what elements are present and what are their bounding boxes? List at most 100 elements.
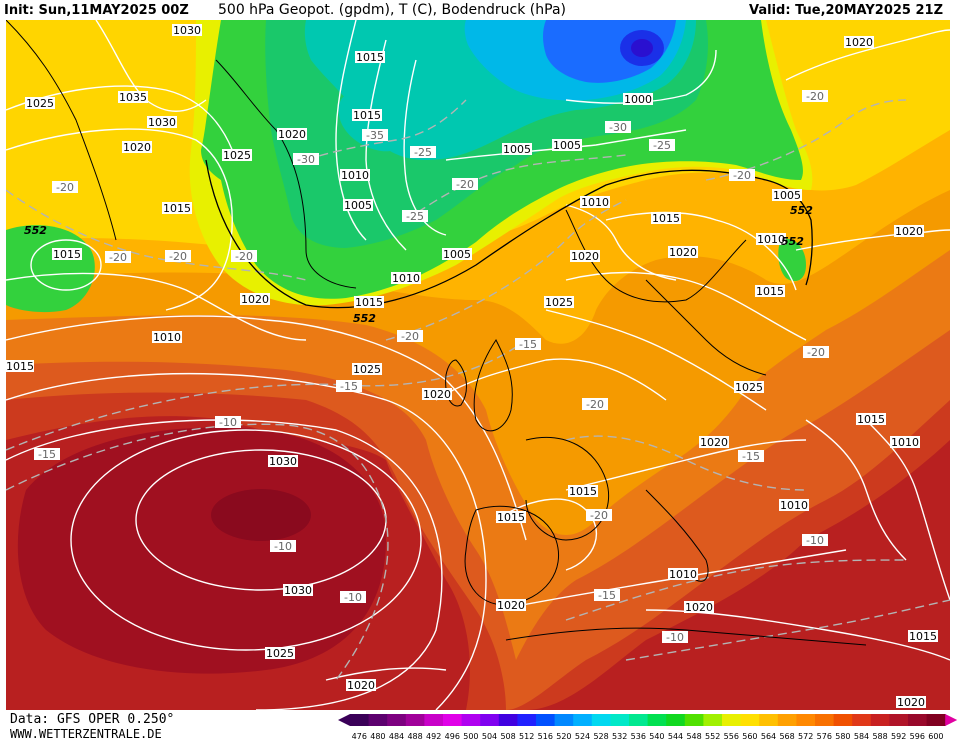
isotherm-label: -15 [336,380,362,393]
isobar-label: 1020 [570,250,600,263]
colorbar-tick-label: 536 [631,732,646,741]
colorbar-tick-label: 572 [798,732,813,741]
isobar-label: 1020 [422,388,452,401]
svg-text:-20: -20 [109,251,127,264]
svg-text:1000: 1000 [624,93,652,106]
isobar-label: 1000 [623,93,653,106]
isobar-label: 1020 [684,601,714,614]
isobar-label: 1010 [580,196,610,209]
colorbar-cell [461,714,481,726]
colorbar-cell [833,714,853,726]
svg-text:-15: -15 [598,589,616,602]
svg-text:1020: 1020 [241,293,269,306]
svg-text:1015: 1015 [6,360,34,373]
isobar-label: 1010 [668,568,698,581]
isotherm-label: -20 [52,181,78,194]
high-center [211,489,311,541]
isobar-label: 1005 [502,143,532,156]
svg-text:1015: 1015 [53,248,81,261]
colorbar-cell [350,714,370,726]
svg-text:1015: 1015 [163,202,191,215]
isobar-label: 1015 [856,413,886,426]
coast-baltic [645,279,767,376]
website-url[interactable]: WWW.WETTERZENTRALE.DE [10,727,162,741]
coastlines [6,20,867,646]
isotherm-label: -10 [340,591,366,604]
colorbar-cell [889,714,909,726]
colorbar-tick-label: 500 [463,732,478,741]
svg-text:1010: 1010 [891,436,919,449]
isobar-1015-south [495,549,847,611]
isotherm-minus30 [305,99,467,161]
coast-greenland [215,59,357,289]
colorbar-tick-label: 560 [742,732,757,741]
svg-text:-20: -20 [806,90,824,103]
isotherm-label: -10 [270,540,296,553]
svg-text:-20: -20 [235,250,253,263]
isobar-label: 1005 [772,189,802,202]
colorbar-tick-label: 556 [724,732,739,741]
isotherm-minus20b [385,199,627,341]
isobar-1025-iberia [495,498,597,571]
svg-text:-35: -35 [366,129,384,142]
isobars [6,20,950,710]
isobar-label: 1015 [651,212,681,225]
svg-text:1010: 1010 [581,196,609,209]
svg-text:-20: -20 [586,398,604,411]
svg-text:1020: 1020 [700,436,728,449]
svg-text:1020: 1020 [423,388,451,401]
svg-text:-25: -25 [406,210,424,223]
isobar-label: 1005 [442,248,472,261]
isotherm-label: -20 [452,178,478,191]
colorbar-tick-label: 476 [352,732,367,741]
isotherm-minus25 [405,154,627,221]
svg-text:1005: 1005 [553,139,581,152]
svg-text:1010: 1010 [669,568,697,581]
svg-text:-10: -10 [219,416,237,429]
data-source: Data: GFS OPER 0.250° [10,712,175,727]
svg-text:1010: 1010 [757,233,785,246]
isobar-label: 1015 [496,511,526,524]
svg-text:1030: 1030 [148,116,176,129]
colorbar-tick-label: 548 [686,732,701,741]
isotherm-minus15-se [565,559,907,621]
isotherm-label: -20 [803,346,829,359]
colorbar-tick-label: 588 [872,732,887,741]
colorbar-tick-label: 600 [928,732,943,741]
isobar-1030-outer [70,429,422,651]
svg-text:1025: 1025 [26,97,54,110]
map-header: Init: Sun,11MAY2025 00Z 500 hPa Geopot. … [0,0,959,20]
isobar-label: 1015 [52,248,82,261]
isotherm-label: -10 [802,534,828,547]
isobar-label: 1025 [544,296,574,309]
isobar-label: 1020 [894,225,924,238]
colorbar-tick-label: 592 [891,732,906,741]
colorbar-tick-label: 552 [705,732,720,741]
map-title: 500 hPa Geopot. (gpdm), T (C), Bodendruc… [218,2,566,18]
isobar-label: 1015 [6,360,34,373]
colorbar-cell [610,714,630,726]
svg-text:-20: -20 [807,346,825,359]
svg-text:-20: -20 [590,509,608,522]
colorbar-tick-label: 580 [835,732,850,741]
svg-text:1020: 1020 [845,36,873,49]
isobar-label: 1030 [268,455,298,468]
isobar-label: 1005 [343,199,373,212]
colorbar-tick-label: 520 [556,732,571,741]
contour-552-label: 552 [24,224,47,237]
contour-552 [205,159,813,309]
map-footer: Data: GFS OPER 0.250° WWW.WETTERZENTRALE… [0,710,959,741]
svg-text:1020: 1020 [347,679,375,692]
contour-552-label: 552 [353,312,376,325]
colorbar-cell [908,714,928,726]
weather-map: 1030 1025 1035 1030 1020 1015 1015 1025 … [6,20,950,710]
isobar-label: 1015 [354,296,384,309]
isobar-label: 1020 [699,436,729,449]
valid-time: Valid: Tue,20MAY2025 21Z [749,2,943,18]
svg-text:-25: -25 [653,139,671,152]
colorbar-cell [591,714,611,726]
isobar-1015-w [6,315,527,541]
colorbar-tick-label: 544 [668,732,683,741]
svg-text:-15: -15 [340,380,358,393]
colorbar-cell [405,714,425,726]
